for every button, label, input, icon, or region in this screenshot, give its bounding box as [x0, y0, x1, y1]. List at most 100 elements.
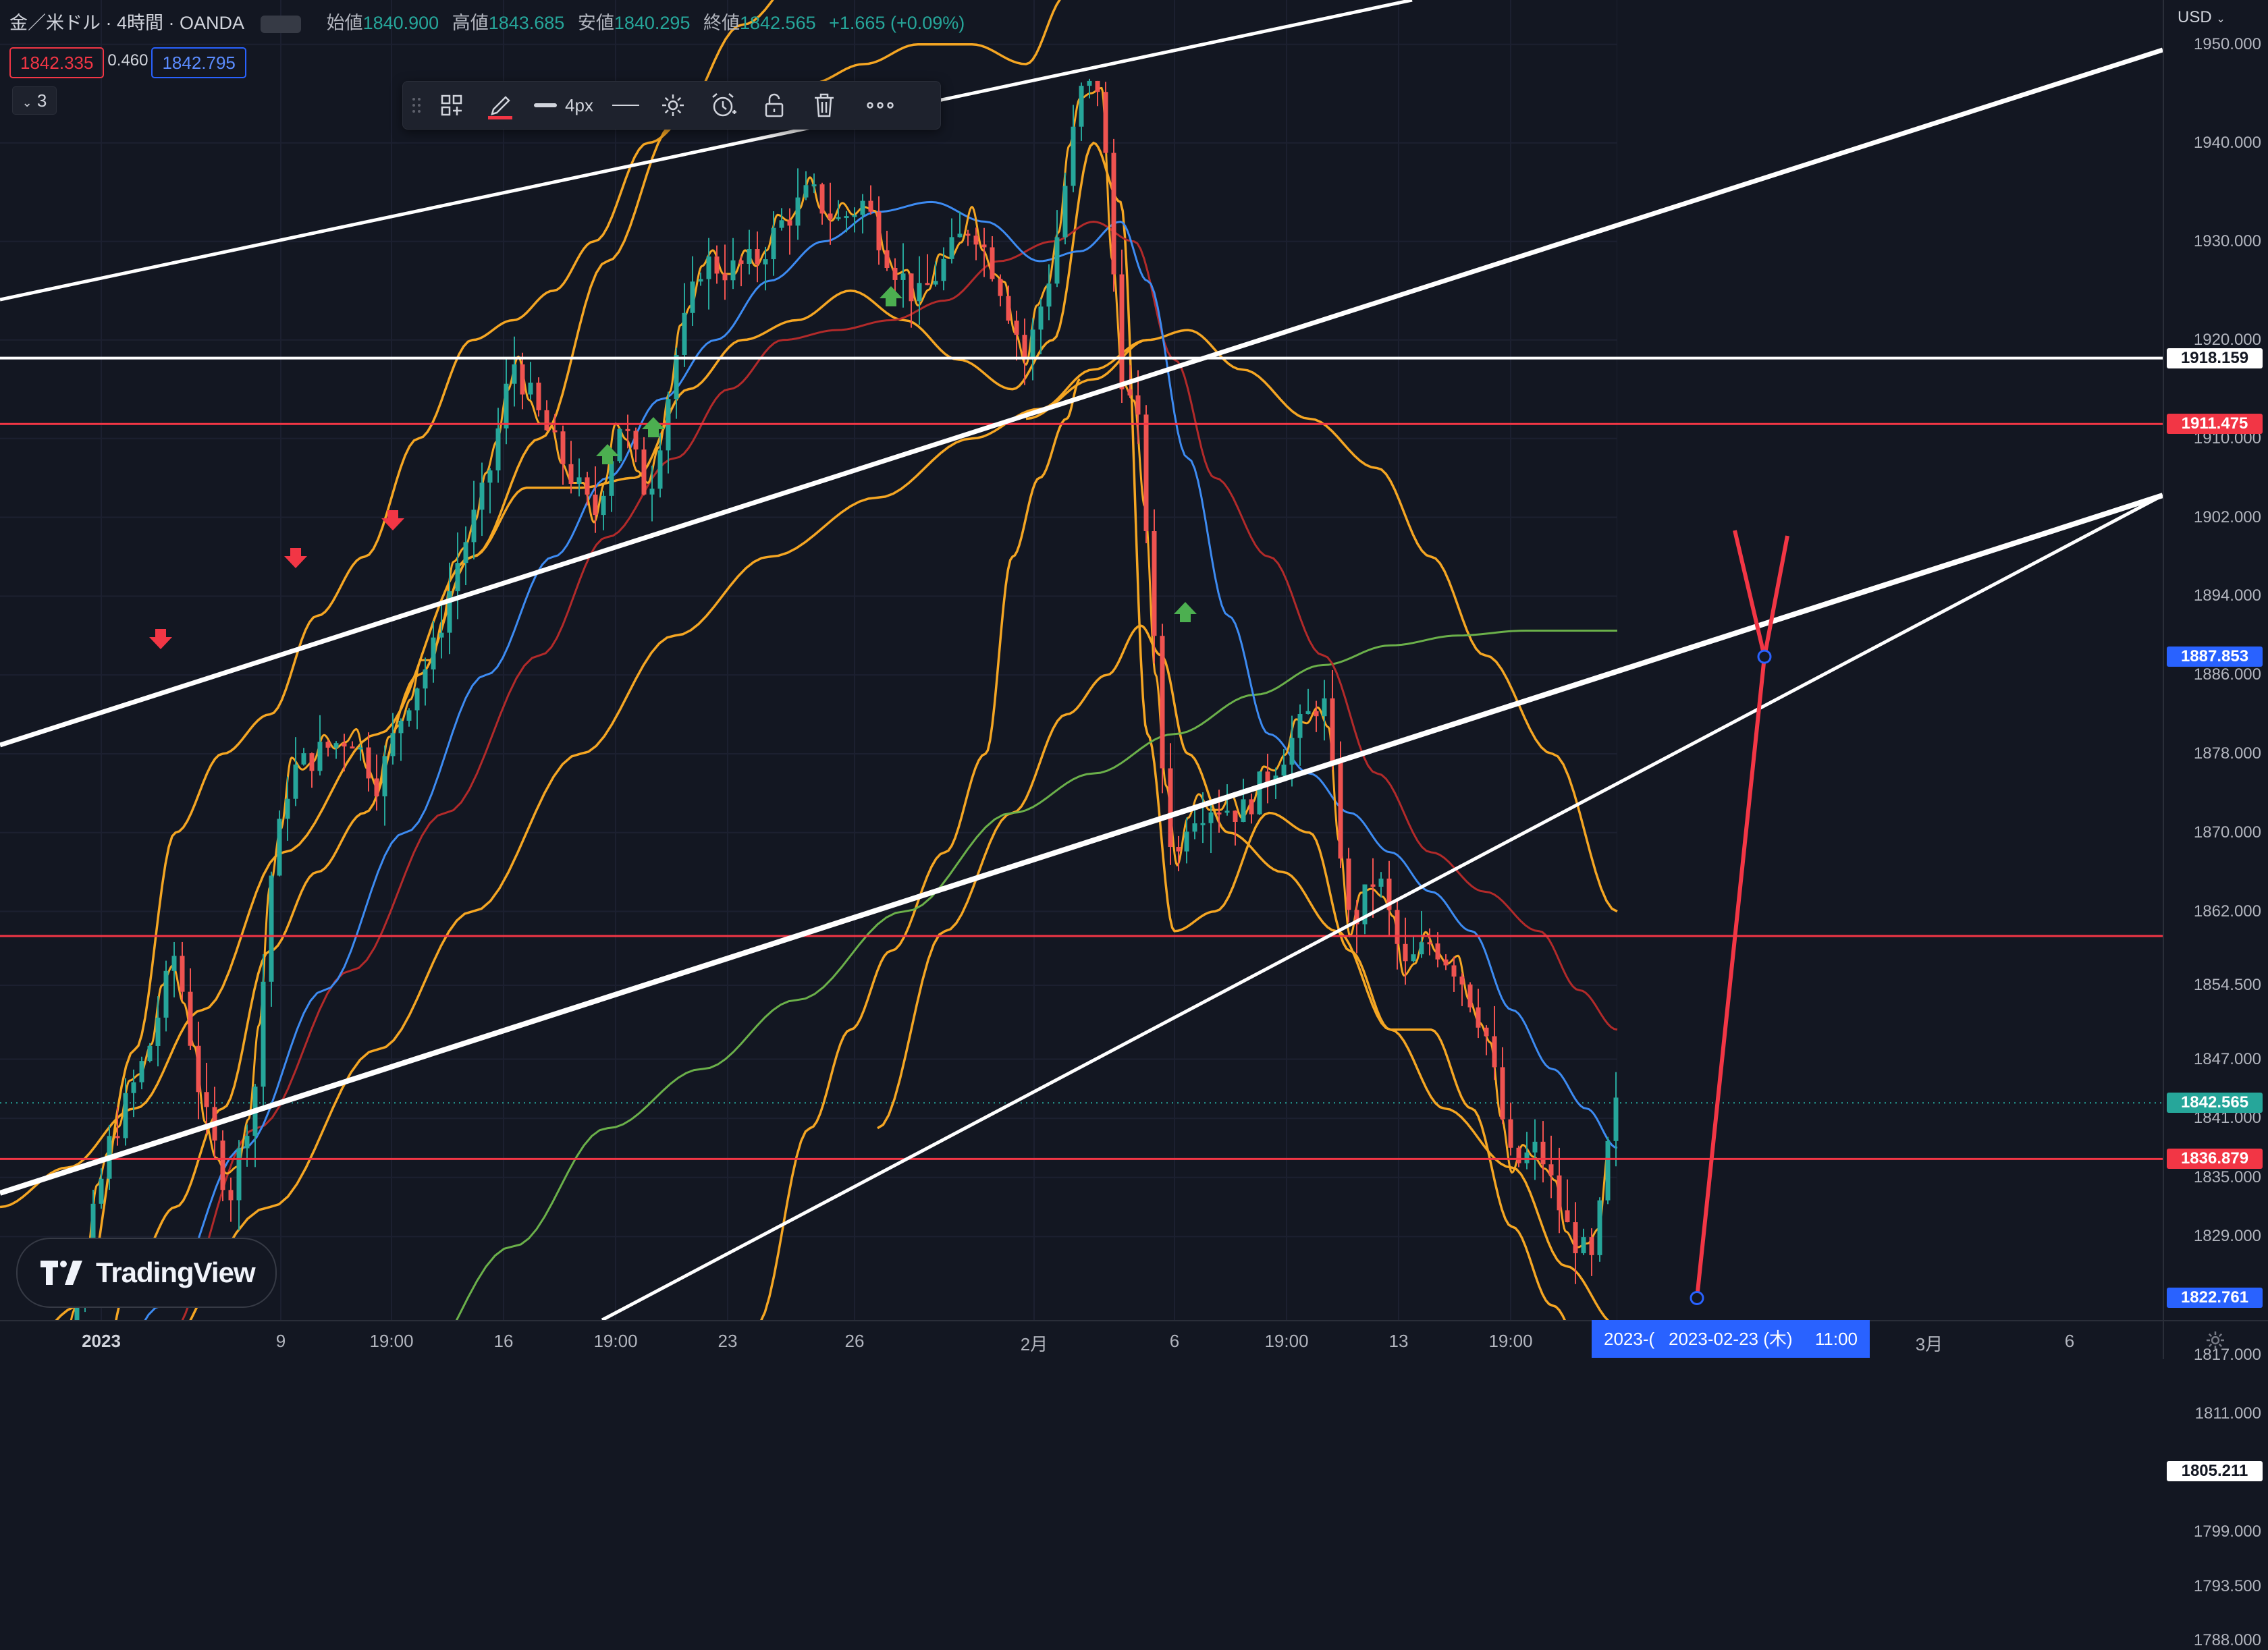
- candle-body: [544, 410, 549, 431]
- candle-body: [390, 733, 396, 757]
- candle-body: [406, 710, 412, 721]
- candle-body: [1265, 771, 1270, 784]
- price-label-red[interactable]: 1911.475: [2167, 414, 2263, 435]
- projection-handle-start: [1690, 1290, 1704, 1305]
- candle-body: [730, 260, 736, 281]
- crosshair-time-badge: 2023-( 2023-02-23 (木) 11:00: [1592, 1320, 1870, 1358]
- price-axis[interactable]: 1950.000 1940.000 1930.000 1920.000 1910.000…: [2163, 0, 2268, 1649]
- signal-arrows: [149, 286, 1197, 649]
- price-label-green[interactable]: 1842.565: [2167, 1093, 2263, 1113]
- line-style-icon[interactable]: [605, 82, 646, 129]
- currency-label: USD: [2178, 8, 2212, 26]
- candle-body: [828, 213, 833, 219]
- currency-selector[interactable]: USD ⌄: [2178, 8, 2225, 27]
- candle-body: [204, 1092, 209, 1107]
- candle-body: [188, 991, 193, 1046]
- lock-icon[interactable]: [755, 82, 793, 129]
- drawing-toolbar: 4px: [402, 81, 941, 130]
- alert-icon[interactable]: [704, 82, 742, 129]
- candle-body: [1354, 910, 1359, 925]
- market-status-toggle[interactable]: [261, 15, 302, 33]
- candle-body: [285, 798, 290, 819]
- candle-body: [479, 483, 485, 510]
- price-label-white[interactable]: 1805.211: [2167, 1460, 2263, 1481]
- bid-price-button[interactable]: 1842.335: [9, 47, 105, 78]
- price-label-white[interactable]: 1918.159: [2167, 348, 2263, 368]
- time-tick: 9: [275, 1331, 286, 1351]
- candle-body: [795, 197, 801, 226]
- candle-body: [358, 747, 363, 750]
- candle-body: [698, 279, 703, 282]
- candle-body: [1208, 812, 1214, 823]
- candle-body: [228, 1190, 234, 1201]
- candle-body: [1006, 296, 1011, 321]
- price-label-blue[interactable]: 1822.761: [2167, 1288, 2263, 1309]
- tradingview-logo[interactable]: TradingView: [16, 1238, 277, 1308]
- settings-icon[interactable]: [654, 82, 692, 129]
- candle-body: [949, 237, 954, 259]
- gear-icon[interactable]: [2205, 1329, 2226, 1351]
- candle-body: [495, 428, 501, 471]
- trash-icon[interactable]: [805, 82, 843, 129]
- candle-body: [787, 220, 792, 226]
- candle-body: [981, 244, 987, 248]
- grid-lines: [0, 0, 2163, 1320]
- bb-upper-slow-2: [1025, 329, 1618, 913]
- projection-arrow[interactable]: [1690, 530, 1789, 1305]
- future-area: [1617, 0, 2163, 1320]
- candle-body: [528, 382, 533, 395]
- candle-body: [1378, 878, 1384, 887]
- candle-body: [1192, 823, 1197, 832]
- candle-body: [1224, 810, 1230, 813]
- price-tick: 1835.000: [2193, 1167, 2261, 1186]
- candle-body: [682, 312, 687, 356]
- candle-body: [933, 281, 938, 285]
- bb-upper-slow: [0, 0, 774, 1209]
- line-width-button[interactable]: 4px: [530, 82, 597, 129]
- symbol-title[interactable]: 金／米ドル · 4時間 · OANDA: [9, 13, 244, 33]
- candle-body: [1532, 1141, 1538, 1153]
- candle-body: [382, 756, 387, 797]
- candle-body: [617, 429, 622, 462]
- candle-body: [674, 355, 679, 400]
- price-tick: 1950.000: [2193, 34, 2261, 53]
- buy-arrow-icon: [596, 444, 619, 464]
- candle-body: [1046, 283, 1052, 307]
- candle-body: [180, 956, 185, 992]
- ma-blue: [144, 200, 1618, 1320]
- drag-handle-icon[interactable]: [407, 82, 426, 129]
- time-tick: 23: [718, 1331, 738, 1351]
- candle-body: [1427, 942, 1432, 945]
- candle-body: [965, 233, 971, 236]
- indicators-toggle[interactable]: ⌄ 3: [12, 86, 57, 115]
- chart-canvas[interactable]: [0, 0, 2163, 1320]
- price-label-red[interactable]: 1836.879: [2167, 1149, 2263, 1170]
- candle-body: [1500, 1067, 1505, 1120]
- candle-body: [1581, 1237, 1586, 1254]
- indicators-count: 3: [36, 90, 47, 111]
- price-tick: 1940.000: [2193, 133, 2261, 152]
- candle-body: [747, 249, 752, 264]
- candle-body: [876, 211, 882, 250]
- horizontal-levels[interactable]: [0, 356, 2163, 1320]
- candle-body: [1030, 329, 1035, 357]
- price-label-blue[interactable]: 1887.853: [2167, 647, 2263, 667]
- price-tick: 1894.000: [2193, 586, 2261, 605]
- pencil-icon[interactable]: [481, 82, 519, 129]
- candle-body: [1062, 186, 1068, 238]
- candle-body: [1557, 1175, 1562, 1211]
- candle-body: [925, 283, 930, 285]
- price-tick: 1854.500: [2193, 976, 2261, 995]
- more-icon[interactable]: [857, 82, 904, 129]
- candle-body: [868, 200, 873, 212]
- time-tick: 16: [493, 1331, 514, 1351]
- trend-channel-lines[interactable]: [0, 0, 2163, 1320]
- candle-body: [487, 470, 493, 483]
- candle-body: [803, 185, 809, 198]
- template-icon[interactable]: [433, 82, 470, 129]
- chevron-down-icon: ⌄: [2216, 13, 2225, 25]
- candle-body: [601, 495, 606, 516]
- candle-body: [1419, 942, 1424, 955]
- ask-price-button[interactable]: 1842.795: [151, 47, 246, 78]
- candle-body: [269, 875, 274, 982]
